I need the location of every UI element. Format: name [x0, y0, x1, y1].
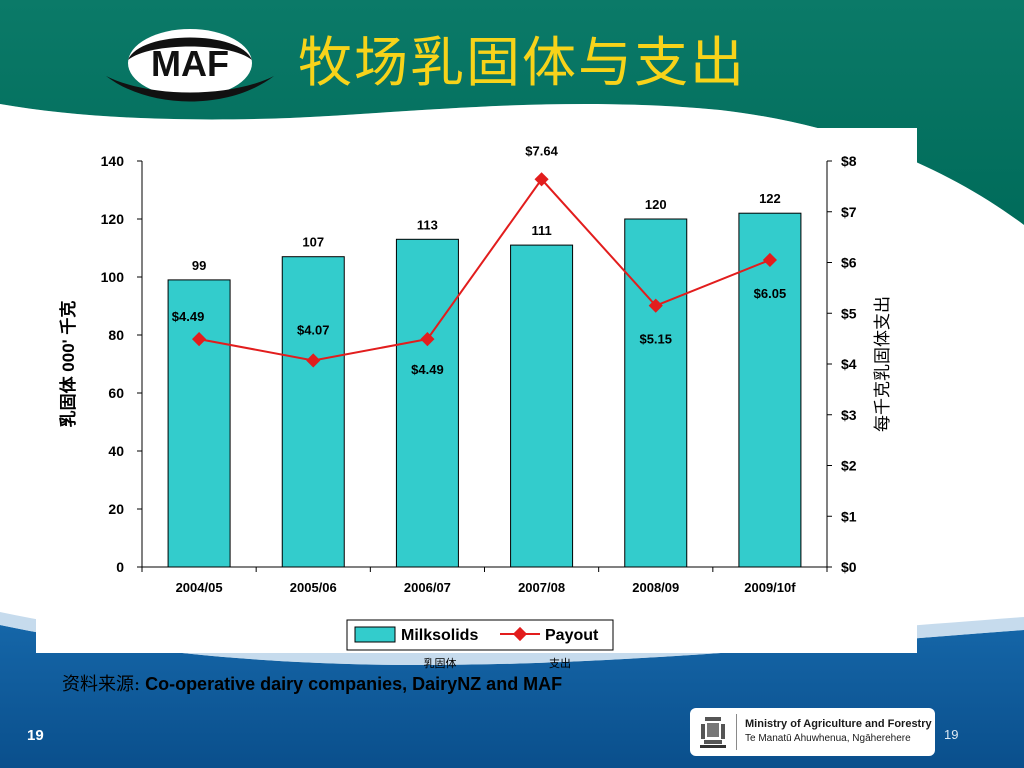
x-tick-label: 2005/06 [290, 580, 337, 595]
right-tick-label: $1 [841, 508, 857, 524]
payout-marker [648, 298, 663, 313]
milksolids-bar [395, 238, 459, 568]
payout-marker [306, 353, 321, 368]
bar-value-label: 111 [531, 223, 551, 238]
left-tick-label: 100 [101, 269, 125, 285]
bar-value-label: 99 [192, 258, 206, 273]
ministry-maori-name: Te Manatū Ahuwhenua, Ngāherehere [745, 733, 911, 744]
axes-layer: 0 20 40 60 80 100 120 140 $0 $1 $2 $3 $4 $5 $6 $7 $8 2004… [58, 153, 893, 595]
left-axis-title: 乳固体 000' 千克 [58, 301, 78, 428]
badge-divider [736, 714, 737, 750]
legend-label-payout: Payout [545, 627, 599, 644]
bars-layer [167, 212, 802, 568]
left-tick-label: 20 [108, 501, 124, 517]
legend: Milksolids Payout 乳固体 支出 [346, 619, 614, 670]
left-tick-label: 80 [108, 327, 124, 343]
right-tick-label: $2 [841, 458, 857, 474]
source-text: Co-operative dairy companies, DairyNZ an… [140, 674, 563, 694]
legend-caption-payout: 支出 [549, 656, 571, 670]
legend-swatch-milksolids [354, 626, 396, 643]
right-tick-label: $0 [841, 559, 857, 575]
bar-value-label: 120 [645, 197, 667, 212]
milksolids-bar [624, 218, 688, 568]
payout-line-layer [192, 172, 777, 368]
payout-value-label: $4.07 [297, 322, 330, 337]
right-tick-label: $7 [841, 204, 857, 220]
payout-value-label: $7.64 [525, 143, 558, 158]
payout-marker [534, 172, 549, 187]
bar-value-label: 122 [759, 191, 781, 206]
maf-logo: MAF [106, 29, 274, 102]
page-number: 19 [27, 727, 44, 744]
milksolids-bar [738, 212, 802, 568]
x-tick-label: 2008/09 [632, 580, 679, 595]
legend-marker-payout [512, 626, 528, 642]
left-tick-label: 60 [108, 385, 124, 401]
slide-title: 牧场乳固体与支出 [298, 31, 746, 94]
right-axis-title: 每千克乳固体支出 [873, 296, 893, 432]
legend-label-milksolids: Milksolids [401, 627, 478, 644]
left-tick-label: 140 [101, 153, 125, 169]
bar-value-label: 107 [302, 235, 324, 250]
ministry-name: Ministry of Agriculture and Forestry [745, 718, 932, 730]
payout-marker [192, 332, 207, 347]
payout-marker [420, 332, 435, 347]
legend-box [346, 619, 614, 651]
left-tick-label: 0 [116, 559, 124, 575]
payout-value-label: $4.49 [172, 309, 205, 324]
payout-marker [762, 252, 777, 268]
left-tick-label: 40 [108, 443, 124, 459]
milksolids-bar [510, 244, 574, 568]
payout-value-label: $5.15 [639, 332, 672, 347]
milksolids-bar [167, 279, 231, 568]
source-prefix: 资料来源: [62, 674, 141, 695]
source-note: 资料来源: Co-operative dairy companies, Dair… [62, 670, 562, 696]
right-tick-label: $6 [841, 255, 857, 271]
payout-line [198, 177, 771, 362]
right-tick-label: $8 [841, 153, 857, 169]
labels-layer: 99 107 113 111 120 122 $4.49 $4.07 $4.49 $7.64 $5.… [172, 143, 786, 377]
x-tick-label: 2006/07 [404, 580, 451, 595]
right-tick-label: $5 [841, 305, 857, 321]
ministry-badge: Ministry of Agriculture and Forestry Te … [690, 708, 935, 756]
bar-value-label: 113 [417, 217, 438, 232]
crest-icon [700, 717, 726, 748]
x-tick-label: 2009/10f [744, 580, 796, 595]
left-tick-label: 120 [101, 211, 125, 227]
right-tick-label: $3 [841, 407, 857, 423]
maf-logo-text: MAF [151, 43, 229, 84]
payout-value-label: $4.49 [411, 362, 444, 377]
right-tick-label: $4 [841, 356, 857, 372]
legend-caption-milksolids: 乳固体 [424, 656, 457, 670]
milksolids-bar [281, 256, 345, 568]
x-tick-label: 2004/05 [176, 580, 223, 595]
x-tick-label: 2007/08 [518, 580, 565, 595]
page-number-secondary: 19 [944, 727, 959, 742]
payout-value-label: $6.05 [754, 286, 787, 301]
